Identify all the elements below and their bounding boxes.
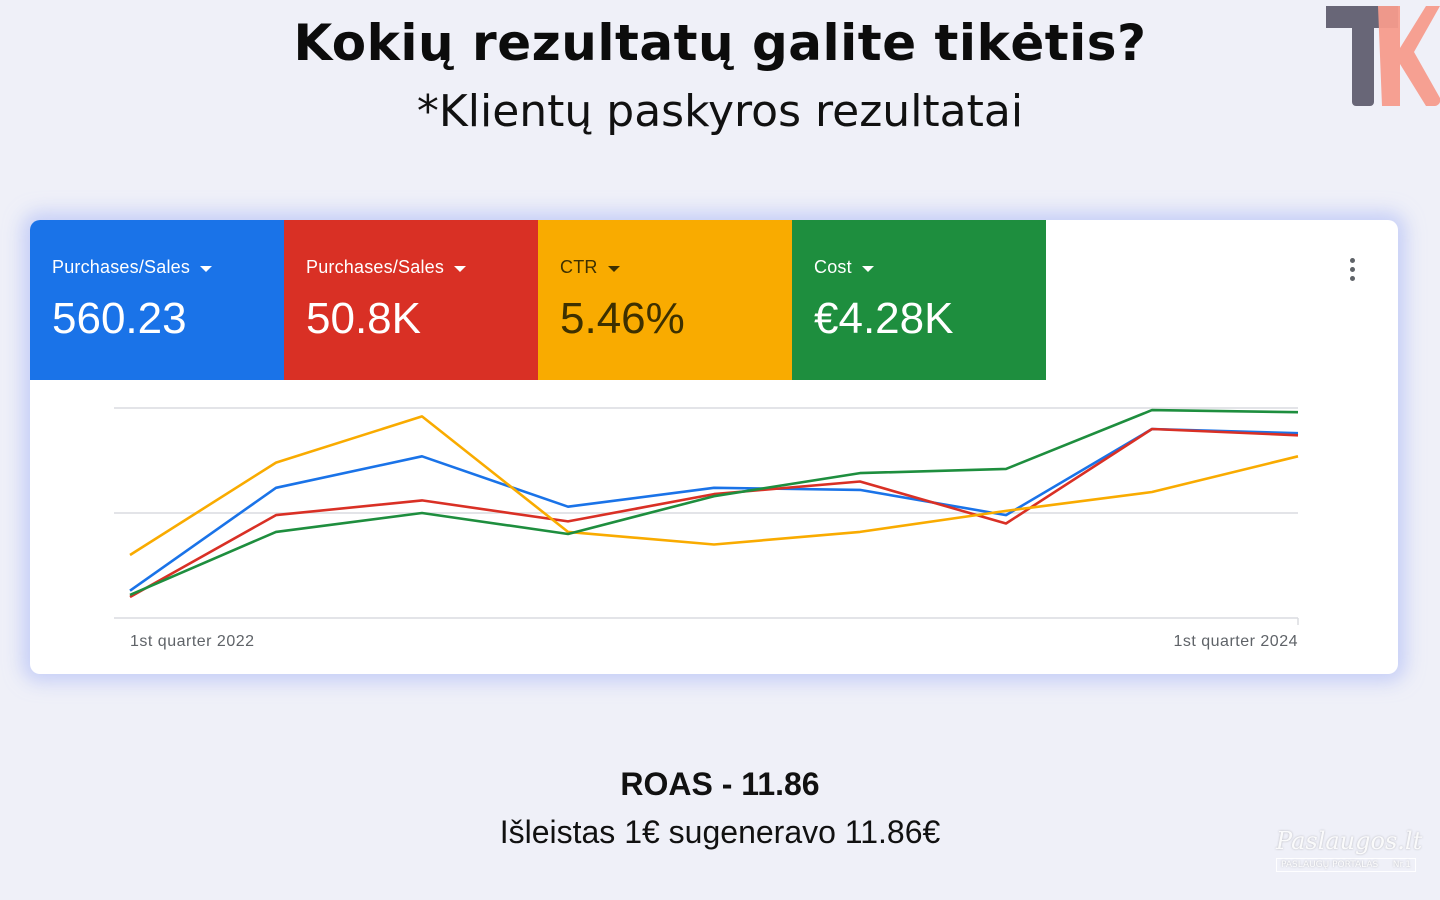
watermark-logo: Paslaugos.lt PASLAUGŲ PORTALAS Nr.1 — [1276, 826, 1423, 878]
metric-label[interactable]: CTR — [560, 257, 620, 278]
page-heading: Kokių rezultatų galite tikėtis? — [293, 14, 1147, 72]
series-line-0 — [129, 427, 1299, 592]
more-vert-icon[interactable] — [1340, 258, 1364, 286]
metric-tile-ctr[interactable]: CTR 5.46% — [538, 220, 792, 380]
metrics-card: Purchases/Sales 560.23 Purchases/Sales 5… — [30, 220, 1398, 674]
tk-logo — [1326, 6, 1440, 106]
metric-value: 50.8K — [306, 294, 421, 343]
dropdown-caret-icon — [861, 265, 874, 272]
metric-tile-purchases-sales-value[interactable]: Purchases/Sales 50.8K — [284, 220, 538, 380]
series-line-3 — [129, 408, 1299, 597]
watermark-sub: PASLAUGŲ PORTALAS Nr.1 — [1276, 858, 1416, 872]
page-subheading: *Klientų paskyros rezultatai — [416, 86, 1024, 137]
metric-tile-cost[interactable]: Cost €4.28K — [792, 220, 1046, 380]
series-line-2 — [129, 415, 1299, 557]
x-tick-label: 1st quarter 2022 — [130, 633, 255, 650]
metric-value: €4.28K — [814, 294, 954, 343]
dropdown-caret-icon — [200, 265, 213, 272]
metric-value: 560.23 — [52, 294, 187, 343]
metric-label[interactable]: Cost — [814, 257, 874, 278]
line-chart: 1st quarter 2022 1st quarter 2024 — [114, 407, 1299, 650]
metric-tiles: Purchases/Sales 560.23 Purchases/Sales 5… — [30, 220, 1046, 380]
watermark-main: Paslaugos.lt — [1276, 827, 1423, 855]
metric-label[interactable]: Purchases/Sales — [52, 257, 213, 278]
metric-tile-purchases-sales[interactable]: Purchases/Sales 560.23 — [30, 220, 284, 380]
series-line-1 — [129, 427, 1299, 599]
dropdown-caret-icon — [454, 265, 467, 272]
watermark-sub-right: Nr.1 — [1392, 860, 1411, 870]
logo-letter-t — [1326, 6, 1398, 106]
metric-label[interactable]: Purchases/Sales — [306, 257, 467, 278]
metric-label-text: Purchases/Sales — [52, 257, 191, 277]
roas-title: ROAS - 11.86 — [620, 766, 820, 802]
x-tick-label: 1st quarter 2024 — [1173, 633, 1298, 650]
roas-description: Išleistas 1€ sugeneravo 11.86€ — [499, 814, 941, 850]
metric-label-text: Purchases/Sales — [306, 257, 445, 277]
metric-label-text: CTR — [560, 257, 598, 277]
metric-value: 5.46% — [560, 294, 685, 343]
dropdown-caret-icon — [607, 265, 620, 272]
logo-letter-k — [1378, 6, 1440, 106]
watermark-sub-left: PASLAUGŲ PORTALAS — [1281, 860, 1379, 870]
metric-label-text: Cost — [814, 257, 852, 277]
